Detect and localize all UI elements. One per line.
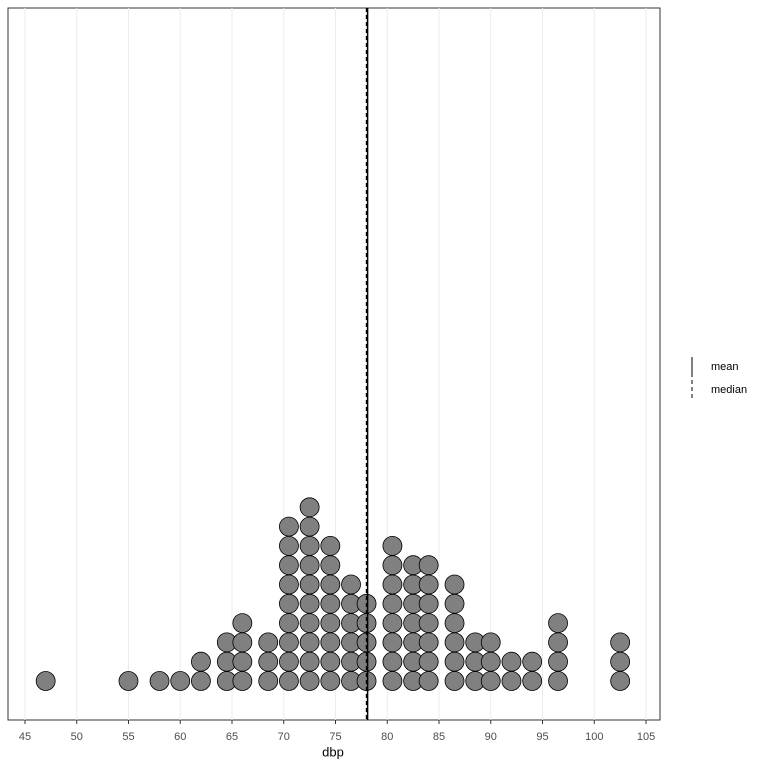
x-tick-label: 65	[226, 731, 238, 743]
dot	[382, 671, 403, 691]
dot	[501, 651, 522, 672]
dot	[320, 613, 341, 633]
dot	[382, 593, 403, 614]
dot	[418, 671, 439, 691]
dot	[299, 651, 320, 672]
dot	[258, 632, 279, 653]
dot	[299, 632, 320, 653]
dot	[299, 497, 320, 518]
dot	[610, 671, 631, 691]
dot	[418, 593, 439, 614]
dot	[610, 651, 631, 672]
dot	[279, 516, 299, 537]
dot	[501, 671, 522, 691]
x-tick-label: 80	[381, 731, 393, 743]
legend-label: median	[711, 384, 747, 396]
dot	[522, 671, 543, 691]
dot	[418, 632, 439, 653]
x-tick-label: 45	[19, 731, 31, 743]
dot	[382, 536, 403, 556]
x-tick-label: 50	[71, 731, 83, 743]
dot	[279, 574, 299, 595]
dot	[232, 632, 253, 653]
dot	[279, 651, 299, 672]
dot	[356, 613, 377, 633]
x-axis-label: dbp	[322, 744, 344, 759]
panel-border	[7, 7, 661, 721]
x-tick-label: 70	[278, 731, 290, 743]
dot	[548, 613, 568, 633]
dot	[279, 613, 299, 633]
dot	[170, 671, 191, 691]
x-tick-label: 85	[433, 731, 445, 743]
dot	[320, 593, 341, 614]
dot	[356, 632, 377, 653]
dot	[232, 613, 253, 633]
dot	[320, 632, 341, 653]
dot	[480, 671, 501, 691]
dot	[279, 536, 299, 556]
dot	[191, 671, 211, 691]
dot	[548, 632, 568, 653]
dot	[522, 651, 543, 672]
dot	[444, 613, 465, 633]
x-tick-label: 55	[122, 731, 134, 743]
dot	[444, 632, 465, 653]
dot	[444, 593, 465, 614]
dot	[191, 651, 211, 672]
dot	[258, 651, 279, 672]
dot	[279, 555, 299, 576]
dot	[444, 651, 465, 672]
dot	[382, 651, 403, 672]
dot	[232, 671, 253, 691]
dot	[149, 671, 170, 691]
dot	[320, 536, 341, 556]
dot	[418, 651, 439, 672]
dot	[299, 574, 320, 595]
dot	[279, 671, 299, 691]
dot	[35, 671, 56, 691]
dot	[610, 632, 631, 653]
dot	[382, 632, 403, 653]
dot	[118, 671, 139, 691]
dot	[320, 671, 341, 691]
dot	[382, 555, 403, 576]
dot	[418, 574, 439, 595]
dot	[382, 574, 403, 595]
dot	[299, 555, 320, 576]
legend-label: mean	[711, 361, 739, 373]
dot	[299, 536, 320, 556]
dot	[382, 613, 403, 633]
dot	[232, 651, 253, 672]
dot	[299, 671, 320, 691]
x-tick-label: 90	[485, 731, 497, 743]
dot	[299, 516, 320, 537]
dot	[418, 613, 439, 633]
x-tick-label: 100	[585, 731, 603, 743]
dot	[299, 593, 320, 614]
dot	[444, 574, 465, 595]
dot	[480, 651, 501, 672]
dot	[320, 555, 341, 576]
dot	[418, 555, 439, 576]
dot	[444, 671, 465, 691]
dot	[548, 651, 568, 672]
dot	[258, 671, 279, 691]
dot	[299, 613, 320, 633]
x-tick-label: 105	[637, 731, 655, 743]
x-tick-label: 75	[329, 731, 341, 743]
dot	[480, 632, 501, 653]
x-tick-label: 95	[536, 731, 548, 743]
dot	[279, 593, 299, 614]
dot	[320, 651, 341, 672]
dot	[279, 632, 299, 653]
x-tick-label: 60	[174, 731, 186, 743]
dot	[548, 671, 568, 691]
dot	[341, 574, 361, 595]
dot	[320, 574, 341, 595]
